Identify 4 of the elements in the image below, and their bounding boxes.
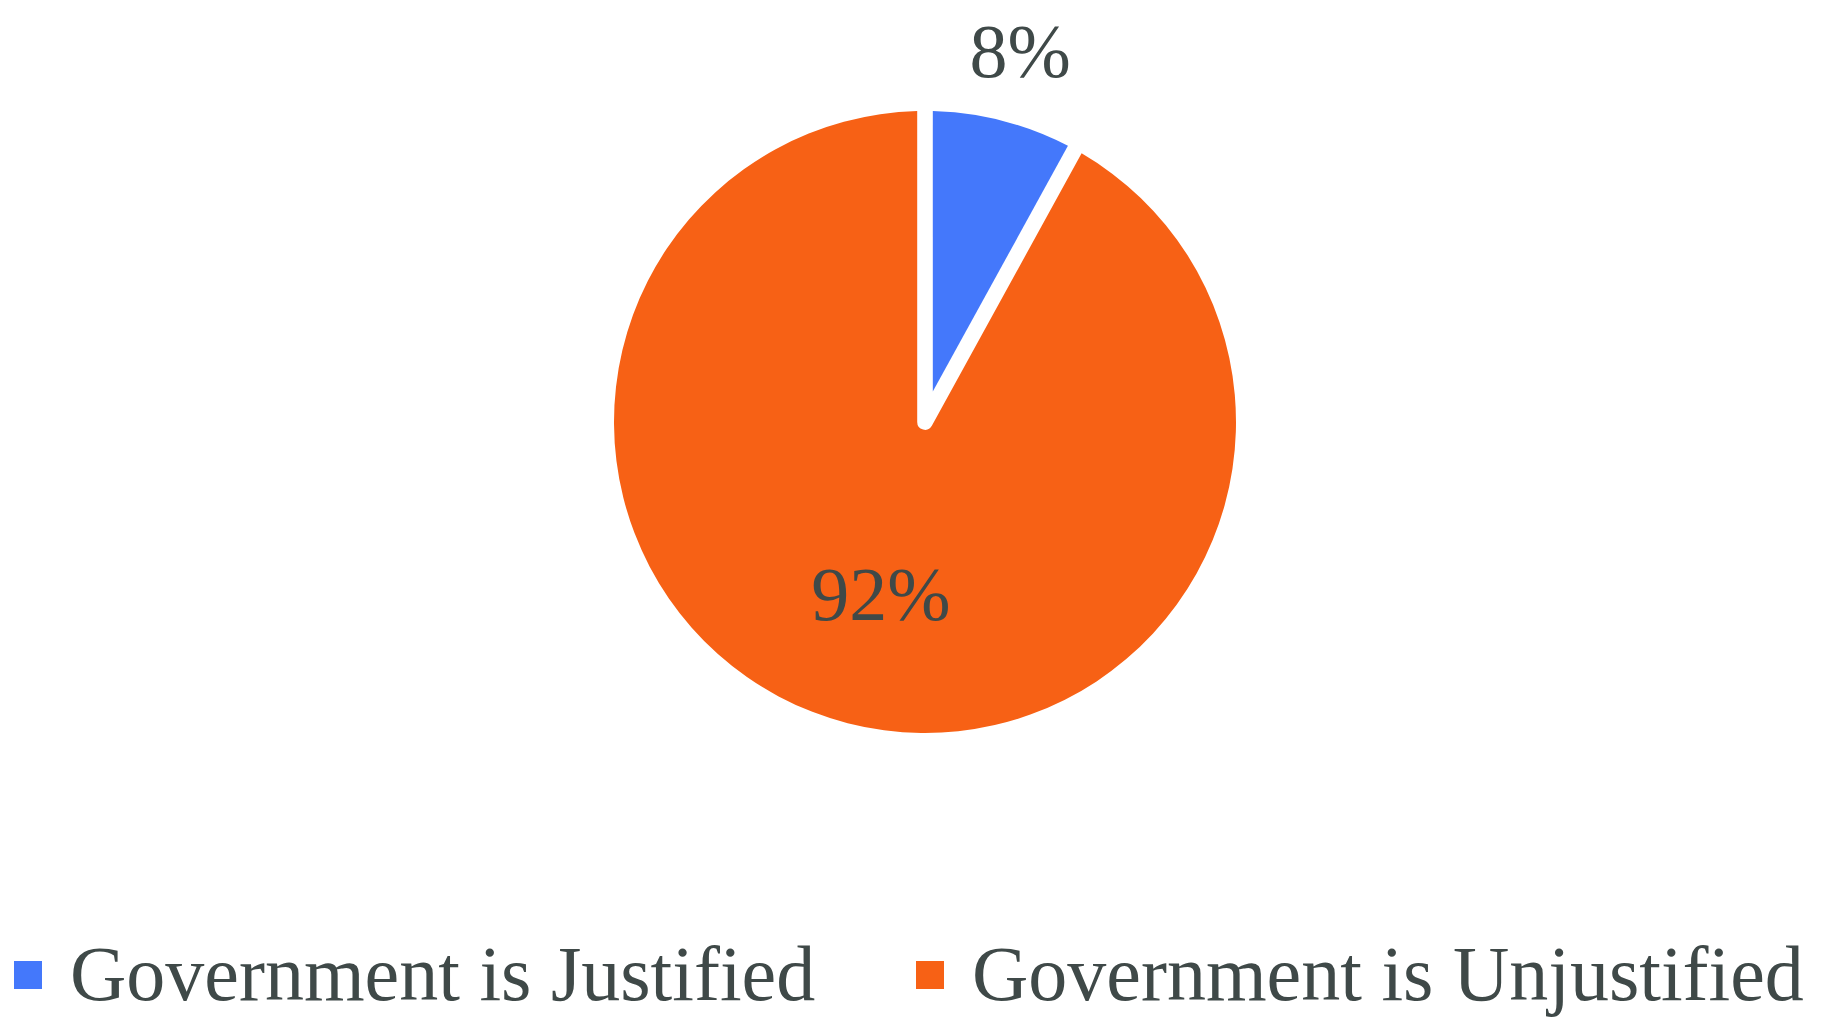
legend-label: Government is Justified <box>70 930 816 1017</box>
data-label: 8% <box>969 9 1071 94</box>
legend-label: Government is Unjustified <box>972 930 1804 1017</box>
data-label: 92% <box>811 551 951 636</box>
